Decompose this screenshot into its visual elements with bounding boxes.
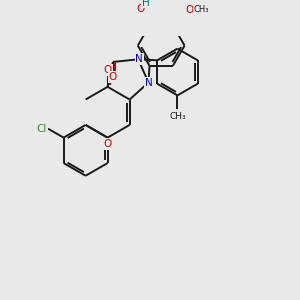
Text: Cl: Cl	[37, 124, 47, 134]
Text: CH₃: CH₃	[193, 5, 208, 14]
Text: O: O	[185, 4, 194, 14]
Text: CH₃: CH₃	[169, 112, 186, 121]
Text: N: N	[145, 78, 153, 88]
Text: N: N	[135, 54, 143, 64]
Text: O: O	[103, 65, 112, 75]
Text: O: O	[136, 4, 145, 14]
Text: O: O	[109, 72, 117, 82]
Text: H: H	[142, 0, 150, 8]
Text: O: O	[103, 139, 112, 149]
